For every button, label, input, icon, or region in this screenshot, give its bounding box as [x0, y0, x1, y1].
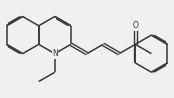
Text: O: O [132, 21, 138, 30]
Text: N: N [52, 49, 58, 58]
